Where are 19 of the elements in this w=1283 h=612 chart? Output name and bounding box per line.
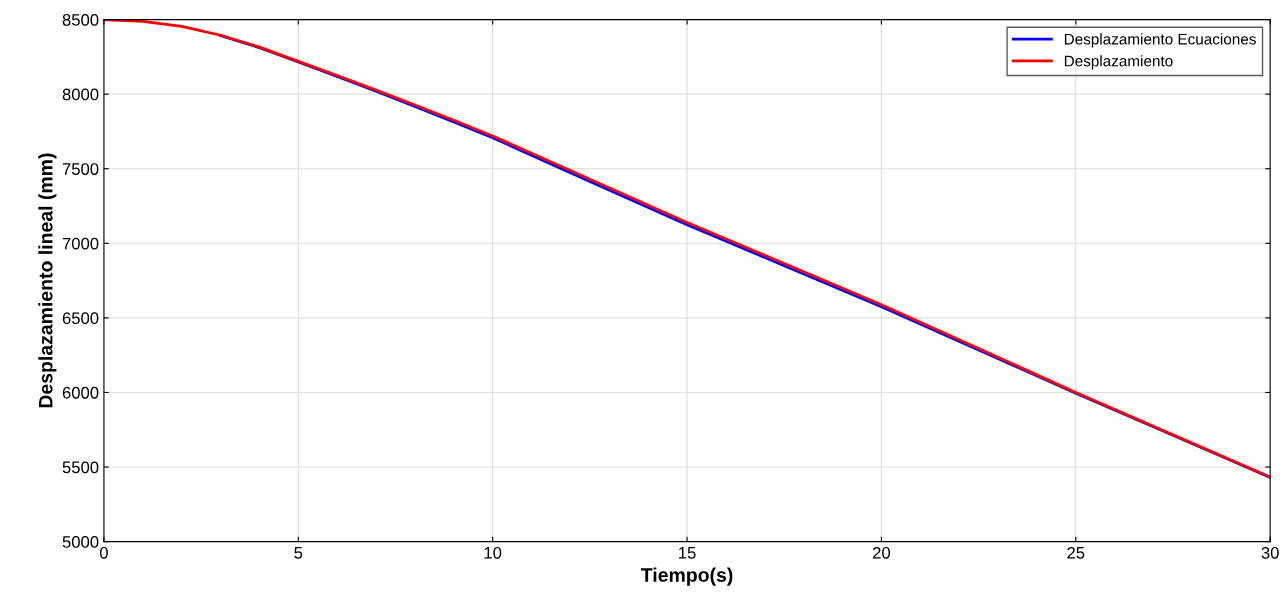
y-axis-title: Desplazamiento lineal (mm) xyxy=(38,153,57,408)
x-tick-label: 25 xyxy=(1067,546,1085,559)
y-tick-label: 8000 xyxy=(62,88,99,101)
legend-label: Desplazamiento xyxy=(1064,55,1173,70)
y-tick-label: 7500 xyxy=(62,163,99,175)
x-tick-label: 20 xyxy=(872,546,891,559)
y-tick-label: 7000 xyxy=(62,237,99,250)
x-tick-label: 0 xyxy=(99,546,108,559)
x-tick-label: 10 xyxy=(484,546,502,559)
legend-label: Desplazamiento Ecuaciones xyxy=(1064,33,1256,48)
y-tick-label: 5500 xyxy=(62,461,99,474)
y-tick-label: 6000 xyxy=(62,386,99,399)
y-tick-label: 5000 xyxy=(62,536,99,548)
x-tick-label: 5 xyxy=(294,547,303,559)
x-tick-label: 15 xyxy=(679,547,696,559)
x-tick-label: 30 xyxy=(1261,546,1279,559)
y-tick-label: 6500 xyxy=(62,312,99,325)
x-axis-title: Tiempo(s) xyxy=(640,567,733,586)
y-tick-label: 8500 xyxy=(62,13,99,26)
